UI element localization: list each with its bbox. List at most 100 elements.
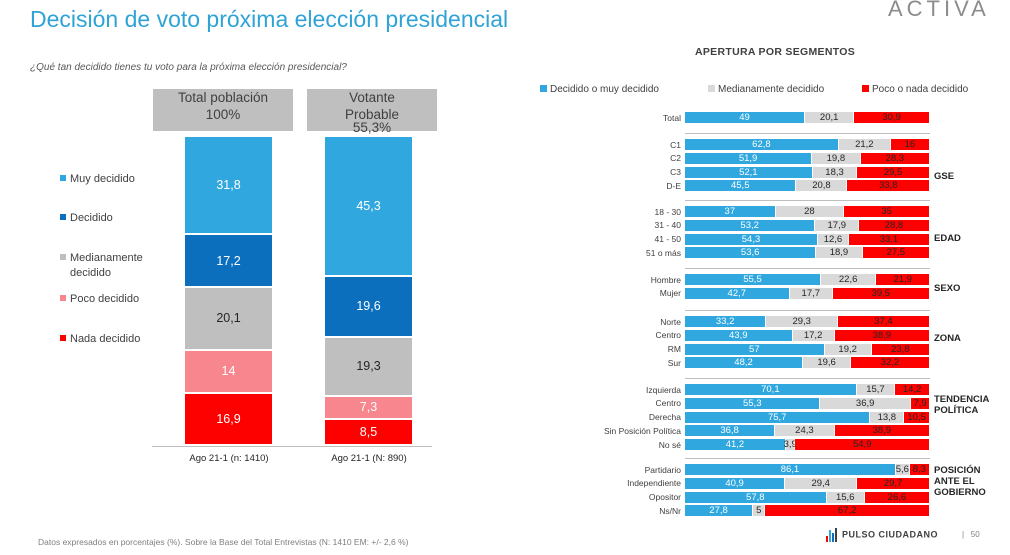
segment-bar-value: 17,2	[803, 329, 823, 341]
header-total-poblacion: Total población 100%	[153, 89, 293, 131]
segment-group-label: ZONA	[934, 333, 961, 344]
bar-value-label: 45,3	[356, 198, 381, 213]
segment-bar: 7,9	[910, 397, 930, 409]
bar-segment: 20,1	[185, 288, 272, 349]
segments-legend-item: Medianamente decidido	[708, 84, 824, 95]
segment-bar: 51,9	[685, 152, 812, 164]
segment-bar: 52,1	[685, 166, 812, 178]
segment-row-label: No sé	[658, 439, 681, 450]
segment-bar: 22,6	[820, 274, 876, 285]
segment-bar: 19,2	[824, 343, 871, 355]
segment-bar: 35	[844, 206, 929, 217]
segment-bar: 33,1	[848, 233, 929, 245]
bar-segment: 17,2	[185, 235, 272, 287]
segment-bar: 49	[685, 112, 805, 123]
segment-bar-value: 15,6	[835, 491, 855, 503]
segments-legend-label: Poco o nada decidido	[872, 84, 969, 95]
segment-bar-value: 16	[904, 139, 916, 150]
segment-bar-value: 86,1	[780, 464, 800, 475]
segment-bar-value: 20,1	[819, 112, 839, 123]
segment-bar: 28,8	[859, 219, 929, 231]
segment-bar-value: 19,8	[826, 152, 846, 164]
segment-bar-value: 21,2	[855, 139, 874, 150]
segment-row-label: Independiente	[627, 478, 681, 489]
header-votante-line3: 55,3%	[352, 120, 392, 135]
segment-bar-value: 22,6	[838, 274, 858, 285]
legend-label: Muy decidido	[70, 173, 135, 185]
bar-value-label: 7,3	[359, 400, 378, 415]
page-number: | 50	[962, 530, 980, 539]
segment-bar-value: 67,2	[837, 505, 857, 517]
legend-swatch	[60, 295, 66, 301]
segment-bar: 32,2	[851, 357, 929, 369]
segment-bar: 21,9	[876, 274, 929, 285]
segment-group-label: GSE	[934, 171, 955, 182]
segment-row-label: Norte	[660, 316, 681, 327]
segment-bar-value: 33,1	[879, 233, 899, 245]
segment-bar: 19,6	[803, 357, 851, 369]
bar-value-label: 31,8	[216, 178, 241, 193]
segment-bar-value: 39,5	[871, 287, 891, 299]
segment-bar-value: 45,5	[730, 180, 750, 192]
segment-bar: 18,9	[816, 247, 862, 259]
header-total-line2: 100%	[205, 107, 241, 122]
segment-bar-value: 28	[804, 206, 815, 217]
segment-bar-value: 27,8	[709, 505, 728, 517]
segment-bar-value: 3,9	[783, 439, 797, 451]
segments-legend-item: Decidido o muy decidido	[540, 84, 659, 95]
segment-bar-value: 28,3	[885, 152, 905, 164]
segment-bar-value: 53,2	[740, 219, 759, 231]
legend-swatch	[60, 335, 66, 341]
segments-legend-item: Poco o nada decidido	[862, 84, 968, 95]
group-separator	[685, 133, 930, 134]
segment-bar-value: 43,9	[729, 329, 748, 341]
segment-bar-value: 18,9	[829, 247, 849, 259]
legend-item: Medianamente decidido	[60, 251, 160, 281]
bar-value-label: 20,1	[216, 311, 241, 326]
segment-row-label: 18 - 30	[654, 206, 681, 217]
segment-bar-value: 29,7	[883, 477, 903, 489]
bar-segment: 19,3	[325, 337, 412, 396]
segment-bar: 29,4	[785, 477, 857, 489]
segment-bar-value: 57	[749, 343, 760, 355]
segment-bar-value: 54,9	[852, 439, 872, 451]
segment-bar: 37,4	[838, 316, 929, 327]
legend-item: Decidido	[60, 211, 160, 241]
segment-bar-value: 29,3	[792, 316, 811, 327]
segment-bar-value: 38,9	[872, 329, 892, 341]
segment-row-label: Total	[663, 112, 681, 123]
segment-bar: 40,9	[685, 477, 785, 489]
segment-bar-value: 62,8	[752, 139, 771, 150]
legend-label: Decidido	[70, 212, 113, 224]
segment-bar-value: 36,9	[855, 397, 875, 409]
segment-bar-value: 7,9	[913, 397, 927, 409]
segment-bar: 38,9	[834, 329, 929, 341]
segment-bar: 57,8	[685, 491, 826, 503]
segment-bar: 17,9	[815, 219, 859, 231]
segment-bar-value: 5	[756, 505, 762, 517]
segment-bar: 48,2	[685, 357, 803, 369]
segment-group-label: SEXO	[934, 283, 961, 294]
segment-bar-value: 48,2	[734, 357, 753, 369]
segment-bar: 29,5	[857, 166, 929, 178]
segment-row-label: Centro	[655, 330, 681, 341]
segment-bar-value: 42,7	[727, 287, 747, 299]
segment-bar: 75,7	[685, 411, 870, 423]
segments-legend-swatch	[540, 85, 547, 92]
bar-segment: 31,8	[185, 137, 272, 234]
segment-row-label: Centro	[655, 398, 681, 409]
segment-bar: 54,3	[685, 233, 818, 245]
segment-row-label: Opositor	[648, 492, 681, 503]
bar-value-label: 16,9	[216, 411, 241, 426]
segment-bar: 20,1	[805, 112, 854, 123]
segment-row-label: C2	[670, 153, 681, 164]
segment-group-label: TENDENCIA POLÍTICA	[934, 394, 990, 416]
bar-value-label: 17,2	[216, 253, 241, 268]
segment-bar: 5	[753, 505, 765, 517]
segment-row-label: 51 o más	[646, 247, 681, 258]
group-separator	[685, 458, 930, 459]
pulso-bars-icon	[826, 528, 838, 542]
segment-bar-value: 10,5	[907, 411, 926, 423]
segment-bar: 86,1	[685, 464, 895, 475]
segment-row-label: 41 - 50	[654, 234, 681, 245]
